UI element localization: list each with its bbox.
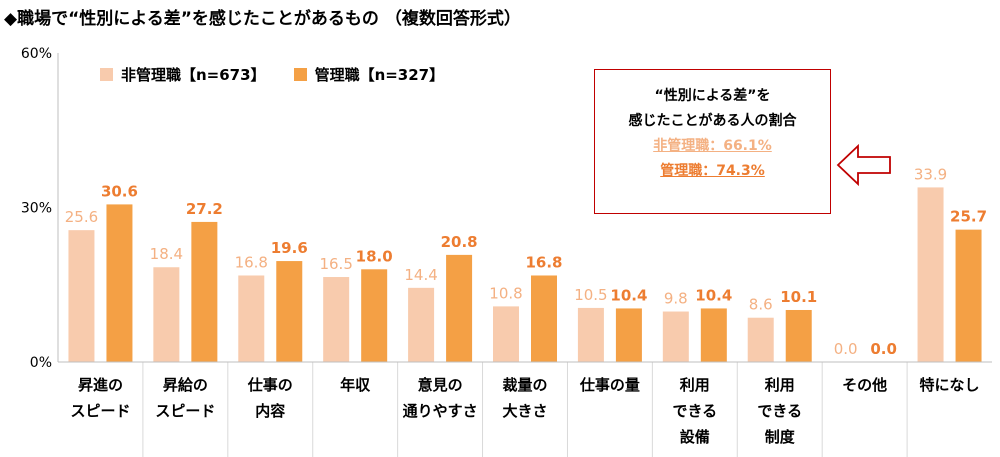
data-label-non-manager: 16.8: [235, 253, 268, 271]
x-category-label: 大きさ: [502, 402, 547, 420]
x-category-label: 設備: [680, 428, 710, 446]
x-category-label: 特になし: [920, 376, 980, 394]
data-label-manager: 19.6: [271, 239, 308, 257]
x-category-label: 利用: [765, 376, 795, 394]
legend-label-non-manager: 非管理職【n=673】: [121, 66, 266, 84]
data-label-manager: 16.8: [525, 253, 562, 271]
data-label-non-manager: 0.0: [834, 340, 858, 358]
y-tick-label: 60%: [21, 46, 52, 62]
bar-manager: [785, 309, 812, 362]
x-category-label: その他: [842, 376, 887, 394]
callout-box: “性別による差”を 感じたことがある人の割合 非管理職：66.1% 管理職：74…: [594, 69, 831, 214]
data-label-manager: 18.0: [356, 247, 393, 265]
data-label-non-manager: 25.6: [65, 208, 98, 226]
x-category-label: 利用: [680, 376, 710, 394]
x-category-label: できる: [757, 402, 802, 420]
x-category-label: 仕事の: [247, 376, 293, 394]
legend-item-manager: 管理職【n=327】: [293, 64, 445, 85]
x-category-label: スピード: [70, 402, 130, 420]
bar-manager: [276, 261, 303, 362]
data-label-manager: 10.4: [695, 286, 732, 304]
callout-non-manager: 非管理職：66.1%: [653, 138, 772, 154]
x-category-label: スピード: [155, 402, 215, 420]
chart-title: ◆職場で“性別による差”を感じたことがあるもの （複数回答形式）: [4, 9, 521, 29]
bar-manager: [446, 254, 473, 362]
data-label-manager: 30.6: [101, 182, 138, 200]
bar-non-manager: [323, 277, 350, 362]
x-category-label: 通りやすさ: [403, 402, 478, 420]
data-label-non-manager: 10.5: [574, 286, 607, 304]
data-label-manager: 0.0: [870, 340, 897, 358]
bar-non-manager: [747, 317, 774, 362]
data-label-non-manager: 33.9: [914, 165, 947, 183]
bar-manager: [531, 275, 557, 362]
data-label-manager: 20.8: [441, 233, 478, 251]
x-category-label: 仕事の量: [579, 376, 640, 394]
data-label-manager: 10.4: [610, 286, 647, 304]
callout-line1: “性別による差”を: [654, 88, 771, 104]
data-label-manager: 27.2: [186, 200, 223, 218]
legend-label-manager: 管理職【n=327】: [314, 66, 445, 84]
data-label-non-manager: 8.6: [749, 296, 773, 314]
bar-non-manager: [238, 275, 265, 362]
data-label-manager: 10.1: [780, 288, 817, 306]
x-category-label: 昇進の: [78, 376, 123, 394]
bar-non-manager: [153, 267, 180, 362]
bar-manager: [615, 308, 642, 362]
x-category-label: 内容: [255, 402, 285, 420]
bar-manager: [106, 204, 133, 362]
x-category-label: 制度: [765, 428, 796, 446]
data-label-manager: 25.7: [950, 208, 987, 226]
x-category-label: 裁量の: [502, 376, 547, 394]
data-label-non-manager: 9.8: [664, 290, 688, 308]
bar-non-manager: [917, 187, 944, 362]
legend-swatch-non-manager: [100, 68, 113, 81]
bar-non-manager: [577, 307, 604, 362]
legend: 非管理職【n=673】 管理職【n=327】: [100, 64, 444, 85]
y-tick-label: 30%: [21, 201, 52, 217]
legend-item-non-manager: 非管理職【n=673】: [100, 64, 266, 85]
bar-non-manager: [662, 311, 689, 362]
x-category-label: 意見の: [418, 376, 463, 394]
data-label-non-manager: 18.4: [150, 245, 183, 263]
callout-line2: 感じたことがある人の割合: [628, 113, 797, 129]
left-arrow-icon: [836, 144, 891, 186]
x-category-label: 年収: [340, 376, 371, 394]
bar-manager: [955, 229, 982, 362]
callout-manager: 管理職：74.3%: [660, 163, 765, 179]
bar-manager: [700, 308, 727, 362]
bar-non-manager: [408, 287, 435, 362]
x-category-label: できる: [672, 402, 717, 420]
data-label-non-manager: 14.4: [404, 266, 437, 284]
y-tick-label: 0%: [30, 355, 52, 371]
data-label-non-manager: 10.8: [489, 284, 522, 302]
bar-non-manager: [493, 306, 519, 362]
bar-manager: [191, 221, 218, 362]
bar-manager: [361, 269, 388, 362]
x-category-label: 昇給の: [163, 376, 208, 394]
bar-non-manager: [68, 230, 95, 362]
data-label-non-manager: 16.5: [319, 255, 352, 273]
legend-swatch-manager: [293, 68, 307, 81]
